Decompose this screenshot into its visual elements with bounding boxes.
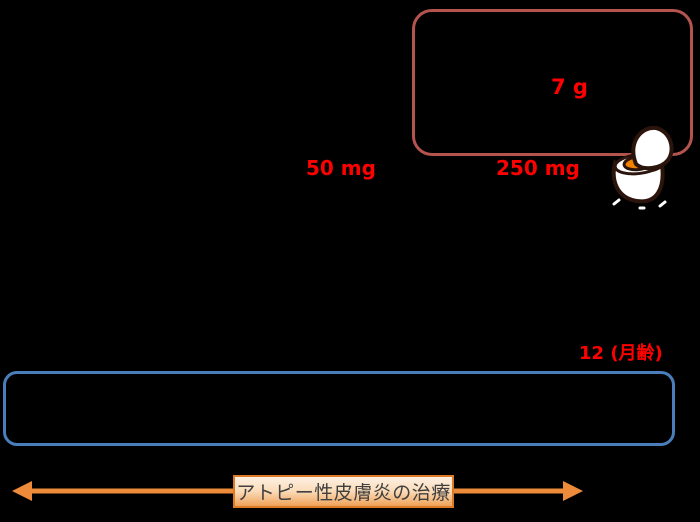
egg-sparkle	[612, 198, 621, 206]
boiled-egg-icon	[611, 125, 674, 210]
arrow-head-right	[563, 481, 583, 501]
dose-low-label: 50 mg	[306, 156, 376, 180]
timeline-box	[3, 371, 675, 446]
age-axis-label: 12 (月齢)	[579, 343, 663, 364]
treatment-label-box: アトピー性皮膚炎の治療	[233, 475, 454, 508]
dose-high-label: 250 mg	[496, 156, 580, 180]
boiled-egg-equivalent-label: 7 g	[551, 75, 588, 99]
high-dose-box	[412, 9, 693, 156]
treatment-label: アトピー性皮膚炎の治療	[236, 482, 451, 504]
arrow-head-left	[12, 481, 32, 501]
egg-sparkle	[658, 200, 667, 208]
egg-cap-shape	[631, 125, 674, 171]
